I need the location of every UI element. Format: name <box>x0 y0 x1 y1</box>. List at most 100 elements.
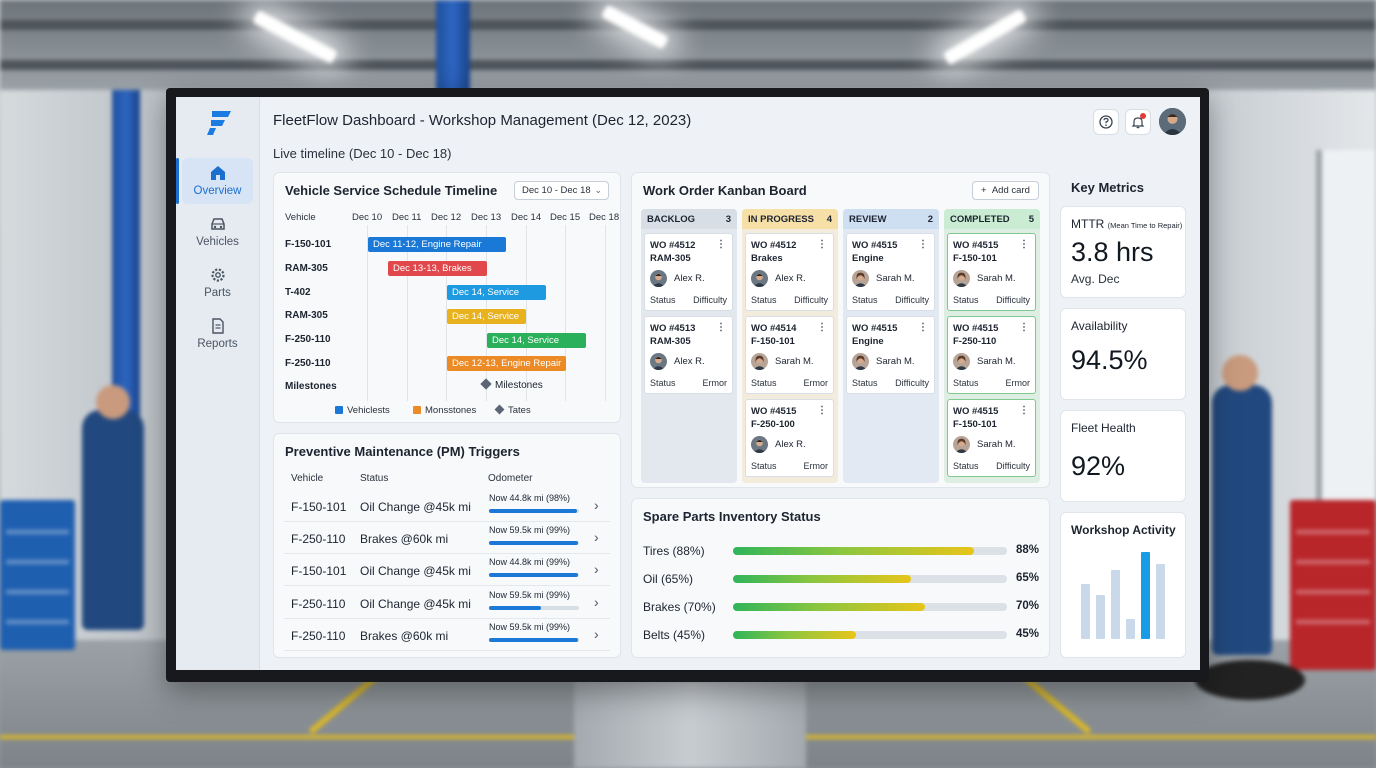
pm-vehicle: F-150-101 <box>291 500 347 514</box>
pm-status: Brakes @60k mi <box>360 532 449 546</box>
work-order-card[interactable]: WO #4512 RAM-305 ⋮ Alex R. Status Difficulty <box>644 233 733 311</box>
pm-progress-fill <box>489 638 579 642</box>
pm-title: Preventive Maintenance (PM) Triggers <box>285 444 520 459</box>
chevron-right-icon[interactable]: › <box>594 594 599 610</box>
help-circle-icon <box>1099 115 1113 129</box>
window <box>1316 150 1376 510</box>
more-options-icon[interactable]: ⋮ <box>817 405 827 416</box>
more-options-icon[interactable]: ⋮ <box>1019 322 1029 333</box>
sidebar-item-overview[interactable]: Overview <box>176 158 253 204</box>
timeline-bar[interactable]: Dec 13-13, Brakes <box>388 261 487 276</box>
part-level-track <box>733 547 1007 555</box>
pm-odometer-header: Odometer <box>488 473 533 484</box>
part-level-fill <box>733 603 925 611</box>
vehicle-column-header: Vehicle <box>285 212 316 223</box>
add-card-button[interactable]: + Add card <box>972 181 1039 200</box>
mttr-sub: Avg. Dec <box>1071 272 1120 286</box>
work-order-status: Status <box>953 461 979 471</box>
work-order-card[interactable]: WO #4515 F-250-100 ⋮ Alex R. Status Ermor <box>745 399 834 477</box>
timeline-bar[interactable]: Dec 12-13, Engine Repair <box>447 356 566 371</box>
ceiling-beam <box>0 60 1376 70</box>
table-row[interactable]: F-250-110 Oil Change @45k mi Now 59.5k m… <box>284 587 610 619</box>
sidebar-item-parts[interactable]: Parts <box>182 260 253 306</box>
pm-odometer: Now 44.8k mi (99%) <box>489 557 571 567</box>
diamond-icon <box>494 404 505 415</box>
legend-item: Tates <box>494 404 531 416</box>
pm-progress-track <box>489 509 579 513</box>
fleetflow-logo[interactable] <box>204 109 232 137</box>
fleet-health-metric-card: Fleet Health 92% <box>1060 410 1186 502</box>
more-options-icon[interactable]: ⋮ <box>716 322 726 333</box>
kanban-column: REVIEW 2 WO #4515 Engine ⋮ Sarah M. Status Dif… <box>843 209 939 483</box>
chevron-right-icon[interactable]: › <box>594 497 599 513</box>
user-avatar-icon <box>852 270 869 287</box>
more-options-icon[interactable]: ⋮ <box>918 322 928 333</box>
assignee-name: Alex R. <box>674 356 705 367</box>
work-order-card[interactable]: WO #4514 F-150-101 ⋮ Sarah M. Status Ermor <box>745 316 834 394</box>
work-order-status: Status <box>852 295 878 305</box>
timeline-bar[interactable]: Dec 14, Service <box>447 309 526 324</box>
mechanic-head <box>96 385 130 419</box>
timeline-bar[interactable]: Dec 14, Service <box>487 333 586 348</box>
legend-item: Vehiclests <box>335 405 390 416</box>
sidebar-item-reports[interactable]: Reports <box>182 311 253 357</box>
help-button[interactable] <box>1093 109 1119 135</box>
assignee-avatar <box>852 353 869 370</box>
activity-bar <box>1111 570 1120 639</box>
work-order-card[interactable]: WO #4515 F-150-101 ⋮ Sarah M. Status Difficu… <box>947 233 1036 311</box>
part-level-track <box>733 603 1007 611</box>
user-avatar-icon <box>650 353 667 370</box>
timeline-bar[interactable]: Dec 11-12, Engine Repair <box>368 237 506 252</box>
sidebar-item-vehicles[interactable]: Vehicles <box>182 209 253 255</box>
work-order-tag: Difficulty <box>895 378 929 388</box>
work-order-card[interactable]: WO #4515 F-150-101 ⋮ Sarah M. Status Difficu… <box>947 399 1036 477</box>
more-options-icon[interactable]: ⋮ <box>817 322 827 333</box>
work-order-title: WO #4515 F-150-101 <box>953 240 999 264</box>
sidebar-item-label: Overview <box>193 185 242 197</box>
milestone-marker[interactable]: Milestones <box>480 378 543 391</box>
assignee-name: Sarah M. <box>876 356 915 367</box>
pm-vehicle: F-250-110 <box>291 597 346 611</box>
pm-progress-track <box>489 541 579 545</box>
table-row[interactable]: F-150-101 Oil Change @45k mi Now 44.8k m… <box>284 554 610 586</box>
work-order-card[interactable]: WO #4515 F-250-110 ⋮ Sarah M. Status Ermor <box>947 316 1036 394</box>
table-row[interactable]: F-250-110 Brakes @60k mi Now 59.5k mi (9… <box>284 619 610 651</box>
tool-cabinet <box>0 500 75 650</box>
user-avatar-icon <box>751 436 768 453</box>
legend-label: Vehiclests <box>347 405 390 416</box>
user-avatar-icon <box>1159 108 1186 135</box>
more-options-icon[interactable]: ⋮ <box>716 239 726 250</box>
work-order-card[interactable]: WO #4513 RAM-305 ⋮ Alex R. Status Ermor <box>644 316 733 394</box>
more-options-icon[interactable]: ⋮ <box>918 239 928 250</box>
work-order-card[interactable]: WO #4515 Engine ⋮ Sarah M. Status Difficulty <box>846 316 935 394</box>
work-order-card[interactable]: WO #4512 Brakes ⋮ Alex R. Status Difficulty <box>745 233 834 311</box>
pm-vehicle: F-150-101 <box>291 564 347 578</box>
work-order-tag: Ermor <box>1005 378 1031 388</box>
notifications-button[interactable] <box>1125 109 1151 135</box>
chevron-right-icon[interactable]: › <box>594 529 599 545</box>
plus-icon: + <box>981 185 987 196</box>
timeline-day-header: Dec 10 <box>352 212 383 223</box>
user-avatar[interactable] <box>1159 108 1186 135</box>
user-avatar-icon <box>852 353 869 370</box>
work-order-card[interactable]: WO #4515 Engine ⋮ Sarah M. Status Difficulty <box>846 233 935 311</box>
activity-bar <box>1081 584 1090 639</box>
more-options-icon[interactable]: ⋮ <box>1019 239 1029 250</box>
mechanic-figure <box>82 410 144 630</box>
pm-vehicle: F-250-110 <box>291 532 346 546</box>
pm-status: Oil Change @45k mi <box>360 597 471 611</box>
more-options-icon[interactable]: ⋮ <box>1019 405 1029 416</box>
timeline-bar[interactable]: Dec 14, Service <box>447 285 546 300</box>
table-row[interactable]: F-150-101 Oil Change @45k mi Now 44.8k m… <box>284 490 610 522</box>
legend-label: Tates <box>508 405 531 416</box>
table-row[interactable]: F-250-110 Brakes @60k mi Now 59.5k mi (9… <box>284 522 610 554</box>
kanban-column-count: 4 <box>826 214 832 225</box>
work-order-title: WO #4512 Brakes <box>751 240 797 264</box>
kanban-column-count: 3 <box>725 214 731 225</box>
chevron-right-icon[interactable]: › <box>594 561 599 577</box>
date-range-select[interactable]: Dec 10 - Dec 18 ⌄ <box>514 181 609 200</box>
document-icon <box>211 318 224 334</box>
chevron-right-icon[interactable]: › <box>594 626 599 642</box>
kanban-column: IN PROGRESS 4 WO #4512 Brakes ⋮ Alex R. Statu… <box>742 209 838 483</box>
more-options-icon[interactable]: ⋮ <box>817 239 827 250</box>
